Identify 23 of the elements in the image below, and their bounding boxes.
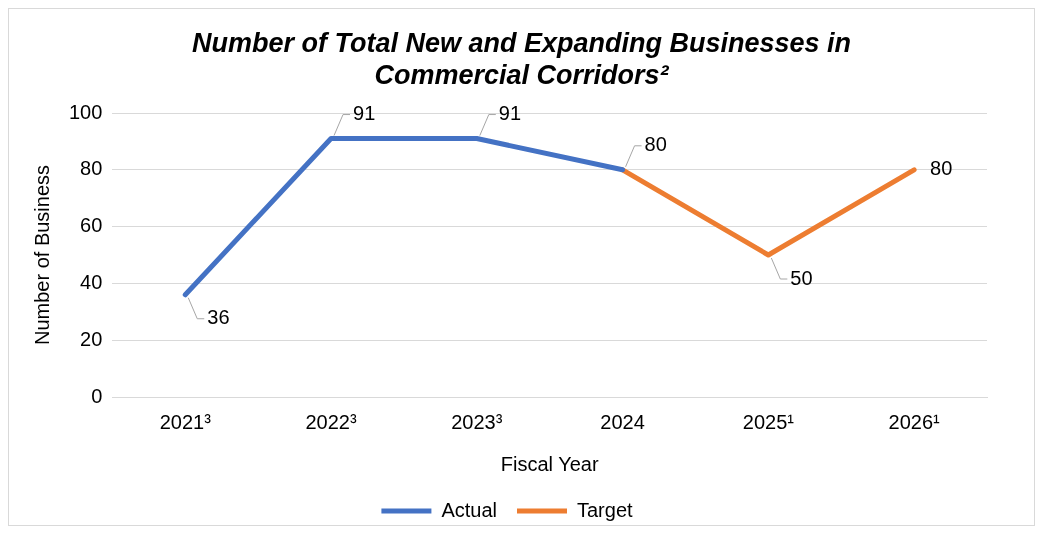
data-label: 80 — [930, 157, 953, 180]
y-axis-title: Number of Business — [30, 164, 53, 346]
y-tick-label: 60 — [80, 214, 103, 237]
chart-title: Number of Total New and Expanding Businesses in Commercial Corridors² — [190, 27, 853, 91]
legend-label: Actual — [441, 498, 498, 521]
data-label: 80 — [644, 133, 667, 156]
y-tick-label: 80 — [80, 157, 103, 180]
legend-label: Target — [577, 498, 634, 521]
data-label: 36 — [207, 306, 230, 329]
x-tick-label: 2023³ — [451, 410, 503, 433]
data-label: 50 — [790, 266, 813, 289]
y-tick-label: 40 — [80, 270, 103, 293]
y-tick-label: 100 — [68, 100, 103, 123]
x-tick-label: 2025¹ — [742, 410, 795, 433]
y-tick-label: 20 — [80, 327, 103, 350]
y-tick-label: 0 — [91, 384, 103, 407]
x-tick-label: 2021³ — [159, 410, 212, 433]
data-label: 91 — [498, 102, 522, 125]
x-tick-label: 2024 — [600, 410, 645, 433]
x-tick-label: 2026¹ — [888, 410, 941, 433]
x-axis-title: Fiscal Year — [500, 452, 599, 475]
x-tick-label: 2022³ — [305, 410, 357, 433]
data-label: 91 — [353, 102, 376, 125]
